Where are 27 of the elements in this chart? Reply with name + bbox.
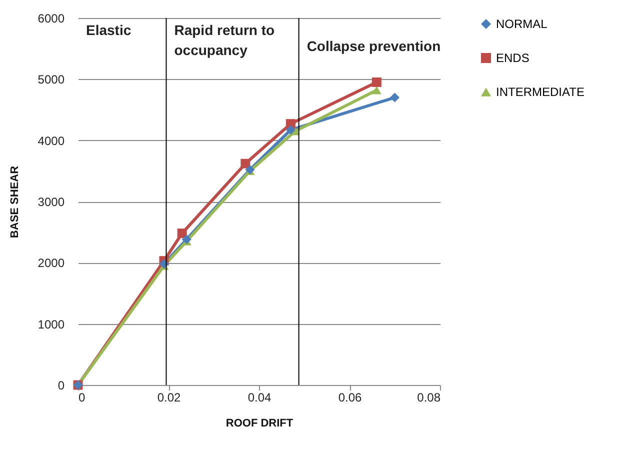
y-tick-label: 2000 bbox=[38, 256, 65, 270]
legend-label: ENDS bbox=[496, 51, 530, 65]
point bbox=[372, 77, 382, 87]
y-tick-label: 1000 bbox=[38, 317, 65, 332]
x-tick-label: 0.02 bbox=[157, 390, 181, 404]
point bbox=[240, 158, 250, 168]
point bbox=[182, 234, 192, 244]
y-tick-label: 5000 bbox=[38, 72, 65, 87]
x-tick-label: 0 bbox=[78, 390, 86, 404]
x-tick-label: 0.06 bbox=[338, 390, 362, 404]
y-axis-title: BASE SHEAR bbox=[8, 166, 21, 238]
y-tick-label: 3000 bbox=[38, 195, 65, 209]
annotation: Collapse prevention bbox=[306, 38, 441, 54]
x-axis-title: ROOF DRIFT bbox=[226, 418, 294, 430]
legend-label: INTERMEDIATE bbox=[496, 85, 584, 99]
point bbox=[177, 228, 187, 238]
y-tick-label: 6000 bbox=[38, 12, 65, 26]
x-tick-label: 0.08 bbox=[417, 390, 441, 404]
point bbox=[390, 92, 400, 102]
x-tick-label: 0.04 bbox=[248, 390, 272, 404]
annotation: Elastic bbox=[86, 22, 132, 38]
legend-label: NORMAL bbox=[496, 17, 548, 31]
y-tick-label: 0 bbox=[58, 378, 65, 392]
y-tick-label: 4000 bbox=[38, 134, 65, 148]
point bbox=[286, 125, 296, 135]
annotation: Rapid return to occupancy bbox=[174, 22, 275, 58]
point bbox=[372, 86, 382, 94]
